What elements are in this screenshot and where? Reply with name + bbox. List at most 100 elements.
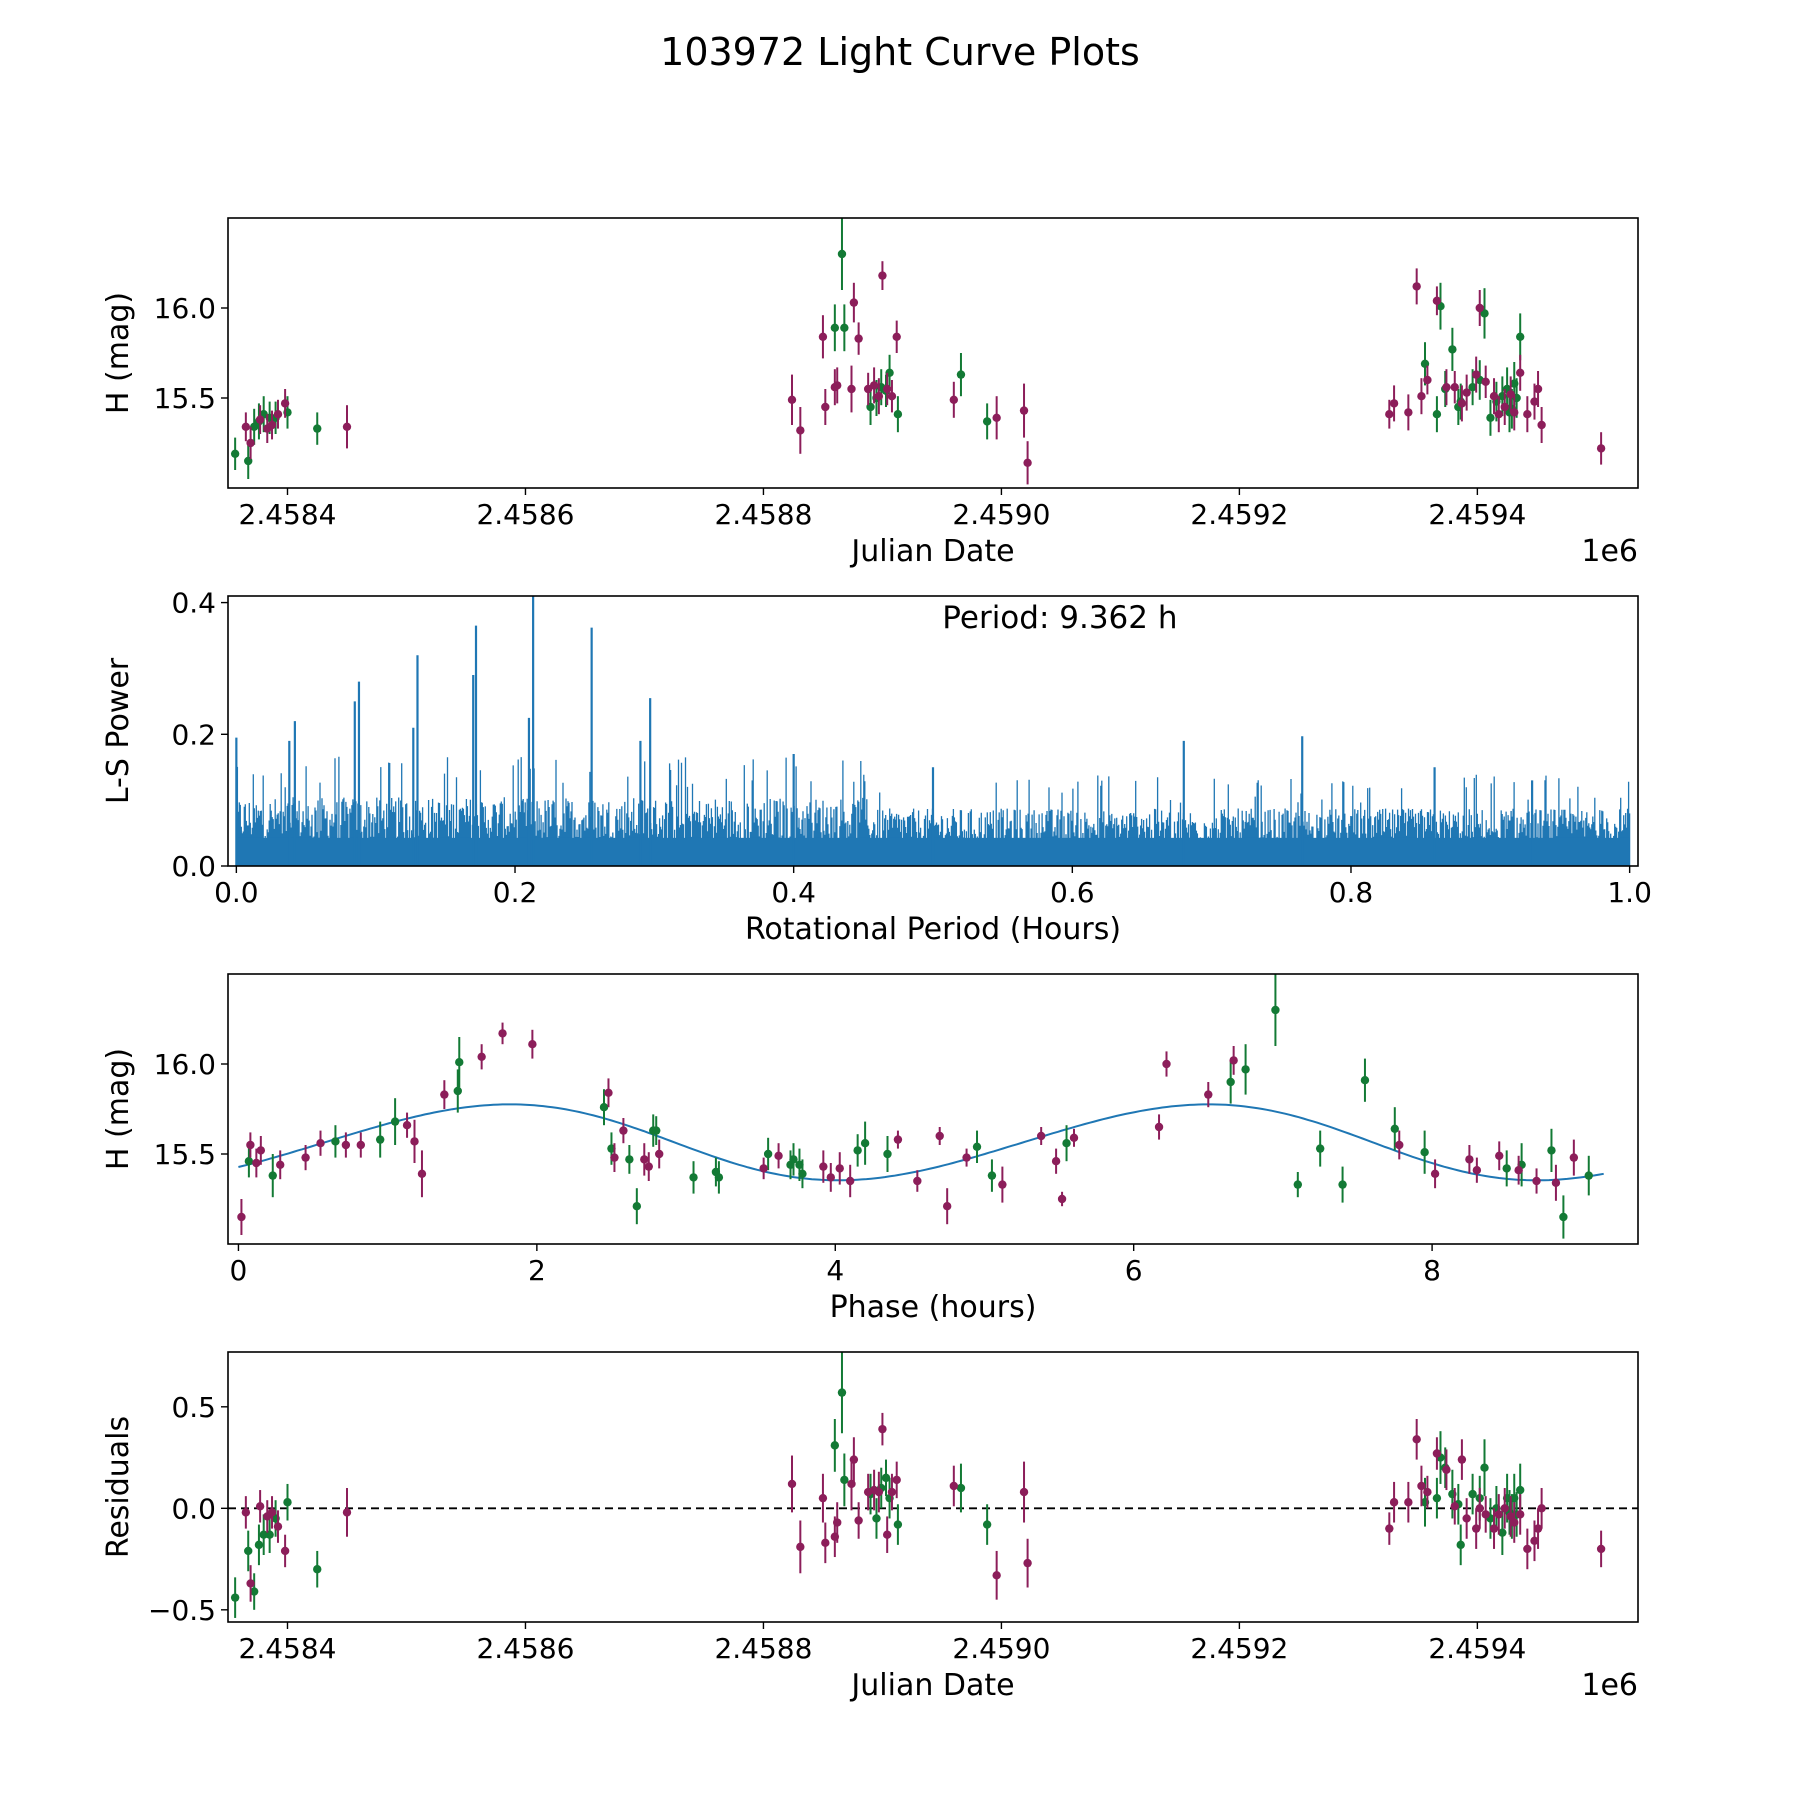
data-point-green bbox=[982, 1520, 992, 1529]
data-point-purple bbox=[1533, 384, 1543, 394]
data-point-purple bbox=[1036, 1131, 1046, 1141]
data-point-purple bbox=[640, 1155, 649, 1164]
data-point-purple bbox=[1057, 1194, 1067, 1204]
data-point-purple bbox=[774, 1151, 783, 1161]
data-point-purple bbox=[845, 1176, 855, 1186]
data-point-purple bbox=[1457, 1455, 1467, 1464]
data-point-purple bbox=[1432, 1449, 1442, 1458]
axes-frame bbox=[227, 595, 1639, 867]
data-point-purple bbox=[252, 1158, 261, 1168]
data-point-purple bbox=[1510, 1518, 1519, 1527]
panel-periodogram: Period: 9.362 h 0.0 0.2 0.4 0.6 0.8 1.0 0.0 0.2 0… bbox=[101, 587, 1652, 947]
data-point-green bbox=[455, 1058, 464, 1067]
data-point-purple bbox=[1423, 1487, 1432, 1497]
data-point-purple bbox=[854, 1516, 863, 1525]
data-point-purple bbox=[1385, 1524, 1394, 1533]
data-point-purple bbox=[1023, 1558, 1032, 1568]
data-point-purple bbox=[1596, 1544, 1606, 1554]
data-point-green bbox=[1584, 1171, 1593, 1180]
y-tick-label: 0.4 bbox=[171, 587, 216, 620]
y-tick-label: 15.5 bbox=[154, 1138, 216, 1171]
data-point-purple bbox=[246, 1579, 255, 1588]
data-point-purple bbox=[1023, 458, 1032, 467]
data-point-purple bbox=[869, 381, 879, 390]
data-point-purple bbox=[246, 438, 255, 448]
x-tick-label: 0.2 bbox=[493, 876, 538, 909]
data-point-purple bbox=[440, 1090, 449, 1099]
plot-area-residuals bbox=[228, 1352, 1638, 1618]
data-point-purple bbox=[1154, 1122, 1164, 1132]
data-point-purple bbox=[849, 298, 859, 307]
data-point-purple bbox=[887, 392, 897, 401]
data-point-green bbox=[1241, 1065, 1250, 1074]
x-tick-label: 1.0 bbox=[1607, 876, 1652, 909]
data-point-green bbox=[632, 1202, 642, 1211]
x-tick-label: 2.4586 bbox=[476, 1632, 574, 1665]
data-point-purple bbox=[949, 1481, 959, 1491]
data-point-purple bbox=[1475, 303, 1484, 313]
data-point-purple bbox=[1442, 1465, 1451, 1474]
data-point-purple bbox=[874, 1487, 884, 1497]
data-point-green bbox=[689, 1173, 698, 1182]
data-point-purple bbox=[1537, 420, 1546, 430]
data-point-purple bbox=[280, 399, 290, 408]
data-point-green bbox=[1315, 1144, 1325, 1153]
x-tick-label: 0 bbox=[230, 1254, 248, 1287]
data-point-purple bbox=[992, 413, 1001, 422]
data-point-purple bbox=[1162, 1059, 1171, 1069]
data-point-purple bbox=[1471, 370, 1481, 379]
data-point-purple bbox=[1389, 1498, 1399, 1507]
data-point-purple bbox=[878, 1424, 887, 1434]
data-point-purple bbox=[256, 1146, 266, 1155]
data-point-purple bbox=[1404, 1498, 1413, 1507]
data-point-purple bbox=[610, 1153, 619, 1162]
x-axis-label: Rotational Period (Hours) bbox=[745, 912, 1121, 947]
data-point-purple bbox=[604, 1088, 613, 1098]
axes-frame bbox=[227, 973, 1639, 1245]
model-curve bbox=[238, 1103, 1604, 1182]
data-point-purple bbox=[942, 1202, 952, 1211]
x-tick-label: 2.4588 bbox=[714, 1632, 812, 1665]
period-annotation: Period: 9.362 h bbox=[942, 600, 1177, 636]
data-point-purple bbox=[1019, 1487, 1029, 1497]
data-point-green bbox=[1486, 413, 1495, 422]
data-point-green bbox=[244, 1157, 254, 1166]
data-point-purple bbox=[498, 1029, 507, 1038]
data-point-purple bbox=[1530, 397, 1539, 406]
data-point-green bbox=[1547, 1146, 1556, 1155]
data-point-green bbox=[883, 1149, 892, 1159]
data-point-purple bbox=[1465, 1155, 1474, 1164]
data-point-purple bbox=[882, 384, 892, 394]
y-tick-label: 0.2 bbox=[171, 718, 216, 751]
x-tick-label: 2.4584 bbox=[239, 498, 337, 531]
data-point-purple bbox=[341, 1140, 351, 1150]
data-point-green bbox=[268, 1171, 277, 1180]
x-tick-label: 0.0 bbox=[214, 876, 259, 909]
plot-area-periodogram bbox=[235, 596, 1631, 866]
data-point-purple bbox=[246, 1140, 255, 1150]
x-tick-label: 2.4588 bbox=[714, 498, 812, 531]
axes-frame bbox=[227, 1351, 1639, 1623]
data-point-purple bbox=[892, 332, 901, 341]
x-axis-label: Phase (hours) bbox=[830, 1290, 1037, 1325]
data-point-green bbox=[1456, 1540, 1465, 1550]
data-point-purple bbox=[1457, 399, 1467, 408]
y-tick-label: 16.0 bbox=[154, 1048, 216, 1081]
data-point-green bbox=[872, 1514, 881, 1523]
data-point-purple bbox=[316, 1139, 325, 1148]
data-point-green bbox=[1390, 1124, 1399, 1134]
data-point-green bbox=[893, 1520, 903, 1529]
x-tick-label: 0.8 bbox=[1329, 876, 1374, 909]
data-point-green bbox=[837, 249, 847, 259]
x-tick-label: 2.4590 bbox=[952, 1632, 1050, 1665]
x-tick-label: 2.4592 bbox=[1190, 1632, 1288, 1665]
x-tick-label: 2.4592 bbox=[1190, 498, 1288, 531]
figure-title: 103972 Light Curve Plots bbox=[660, 30, 1140, 74]
x-offset-label: 1e6 bbox=[1581, 534, 1638, 569]
data-point-purple bbox=[644, 1162, 653, 1171]
data-point-purple bbox=[1432, 296, 1442, 305]
data-point-purple bbox=[1462, 1514, 1471, 1523]
plot-area-phased bbox=[237, 974, 1604, 1239]
data-point-green bbox=[1360, 1076, 1370, 1085]
x-axis-label: Julian Date bbox=[849, 1668, 1014, 1703]
